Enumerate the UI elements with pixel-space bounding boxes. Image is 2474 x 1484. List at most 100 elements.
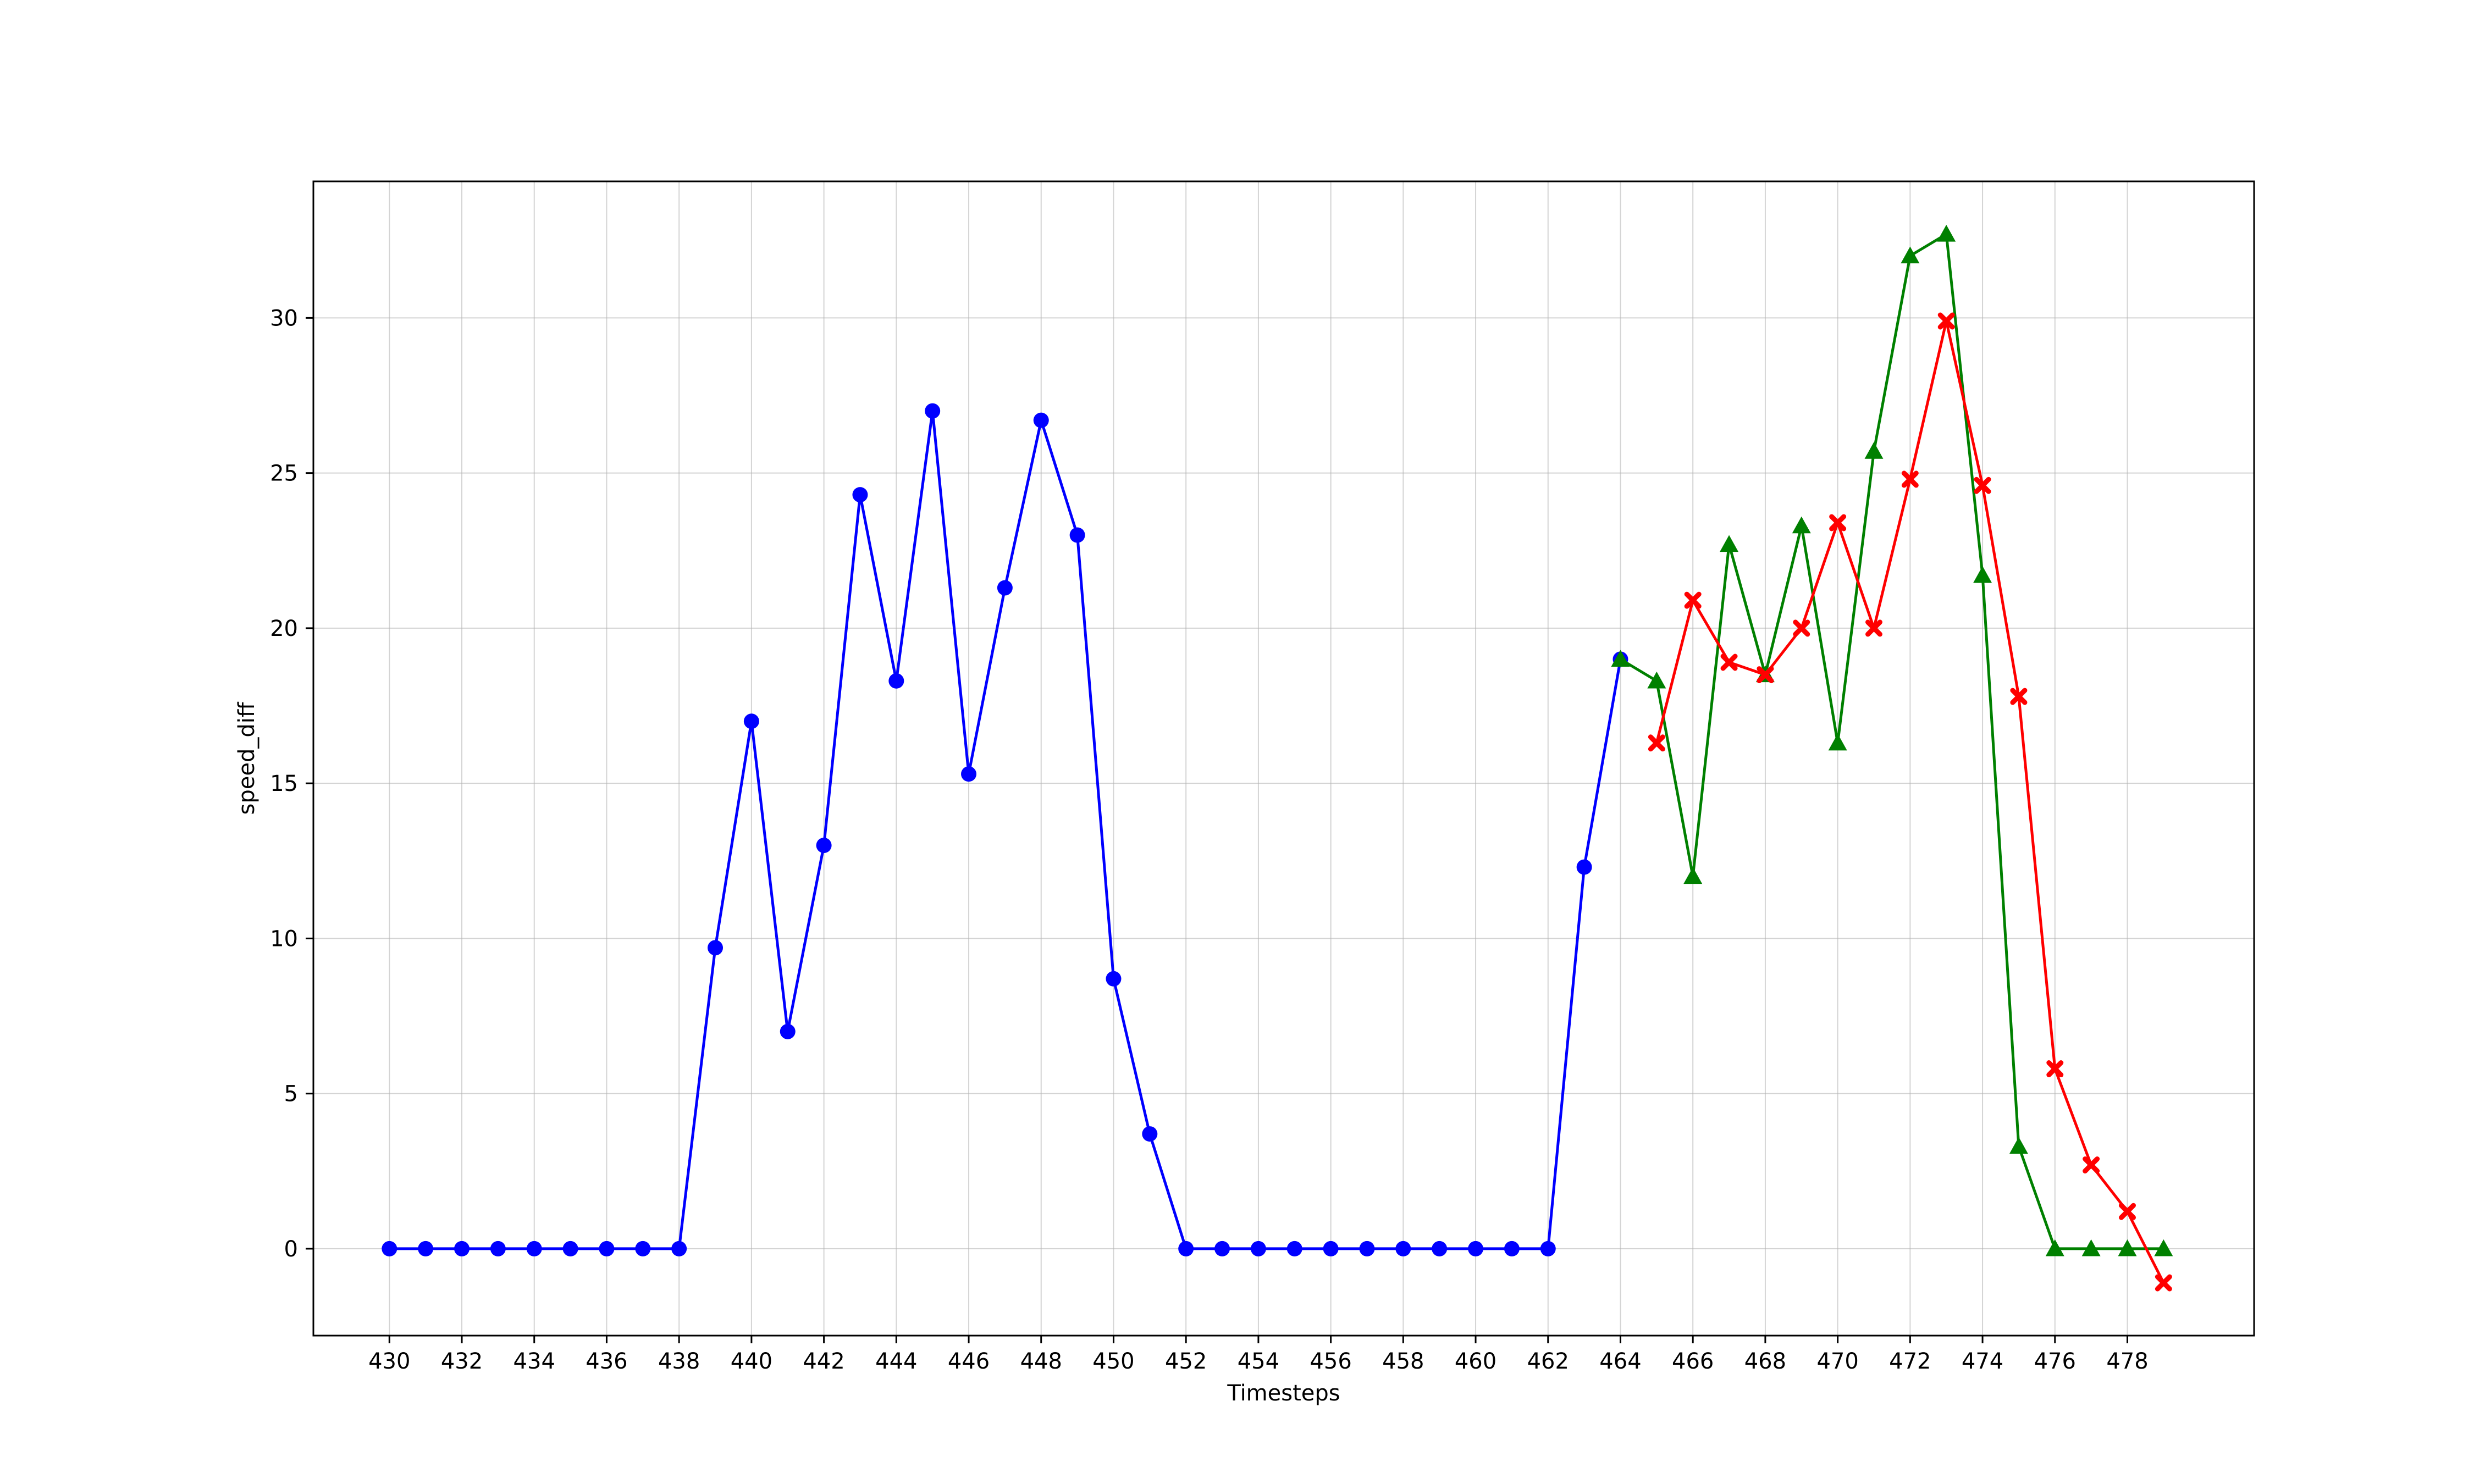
- data-point: [743, 713, 759, 729]
- data-point: [2009, 1137, 2028, 1154]
- series-1: [1611, 224, 2173, 1256]
- data-point: [1792, 516, 1811, 534]
- data-point: [1865, 619, 1882, 637]
- y-tick-label: 5: [284, 1082, 298, 1107]
- data-point: [490, 1241, 506, 1256]
- data-point: [1359, 1241, 1375, 1256]
- data-point: [1033, 412, 1049, 428]
- data-point: [997, 580, 1013, 596]
- y-tick-label: 0: [284, 1237, 298, 1262]
- x-tick-label: 456: [1310, 1349, 1351, 1374]
- data-point: [1648, 734, 1665, 752]
- data-point: [2155, 1274, 2172, 1292]
- x-tick-label: 438: [658, 1349, 700, 1374]
- data-point: [2010, 688, 2028, 705]
- data-point: [1937, 224, 1956, 242]
- y-tick-label: 25: [270, 461, 298, 486]
- x-tick-label: 460: [1455, 1349, 1496, 1374]
- y-tick-label: 30: [270, 306, 298, 331]
- data-point: [454, 1241, 470, 1256]
- data-point: [888, 673, 904, 689]
- plot-background: [313, 181, 2254, 1336]
- data-point: [925, 403, 941, 419]
- x-axis-ticks: 430 432 434 436 438 440 442 444 446 448 450 452 454 4…: [368, 1336, 2149, 1374]
- x-tick-label: 452: [1165, 1349, 1207, 1374]
- data-point: [1937, 312, 1955, 330]
- data-point: [708, 940, 724, 956]
- x-axis-label: Timesteps: [1227, 1381, 1340, 1406]
- data-point: [852, 487, 868, 503]
- data-point: [635, 1241, 651, 1256]
- data-point: [1683, 867, 1703, 884]
- data-point: [562, 1241, 578, 1256]
- data-point: [599, 1241, 615, 1256]
- x-tick-label: 448: [1020, 1349, 1062, 1374]
- x-tick-label: 430: [368, 1349, 410, 1374]
- data-point: [1901, 470, 1919, 488]
- data-point: [1611, 650, 1630, 667]
- x-tick-label: 474: [1962, 1349, 2003, 1374]
- data-point: [1647, 671, 1666, 689]
- data-point: [671, 1241, 687, 1256]
- y-tick-label: 20: [270, 616, 298, 641]
- data-point: [1720, 535, 1739, 552]
- series-2: [1648, 312, 2172, 1292]
- x-tick-label: 432: [441, 1349, 483, 1374]
- x-tick-label: 468: [1744, 1349, 1786, 1374]
- data-point: [1323, 1241, 1339, 1256]
- data-point: [2118, 1239, 2137, 1256]
- x-tick-label: 442: [803, 1349, 844, 1374]
- series-layer: [382, 224, 2173, 1292]
- data-point: [1468, 1241, 1484, 1256]
- data-point: [2118, 1203, 2136, 1220]
- data-point: [1142, 1126, 1158, 1142]
- data-point: [2154, 1239, 2173, 1256]
- x-tick-label: 434: [513, 1349, 555, 1374]
- x-tick-label: 458: [1382, 1349, 1424, 1374]
- data-point: [1973, 566, 1992, 583]
- y-tick-label: 10: [270, 926, 298, 951]
- x-tick-label: 462: [1527, 1349, 1569, 1374]
- data-point: [1793, 619, 1810, 637]
- data-point: [2083, 1156, 2100, 1174]
- x-tick-label: 446: [948, 1349, 990, 1374]
- plot-frame: [312, 180, 2255, 1337]
- x-tick-label: 478: [2106, 1349, 2148, 1374]
- data-point: [1864, 442, 1884, 459]
- data-point: [1504, 1241, 1520, 1256]
- data-point: [1720, 654, 1738, 671]
- data-point: [382, 1241, 397, 1256]
- y-tick-label: 15: [270, 771, 298, 796]
- series-0: [382, 403, 1628, 1256]
- x-tick-label: 454: [1238, 1349, 1279, 1374]
- data-point: [780, 1023, 796, 1039]
- data-point: [526, 1241, 542, 1256]
- data-point: [1684, 591, 1702, 609]
- data-point: [2045, 1239, 2064, 1256]
- x-tick-label: 466: [1672, 1349, 1714, 1374]
- data-point: [1974, 477, 1991, 494]
- x-tick-label: 436: [586, 1349, 627, 1374]
- series-line: [1620, 232, 2164, 1250]
- data-point: [418, 1241, 434, 1256]
- data-point: [1540, 1241, 1556, 1256]
- data-point: [2081, 1239, 2101, 1256]
- data-point: [1286, 1241, 1302, 1256]
- x-tick-label: 470: [1816, 1349, 1858, 1374]
- data-point: [1250, 1241, 1266, 1256]
- x-tick-label: 476: [2034, 1349, 2076, 1374]
- y-axis-label: speed_diff: [234, 701, 259, 815]
- data-point: [1757, 666, 1774, 684]
- x-tick-label: 444: [875, 1349, 917, 1374]
- x-tick-label: 440: [731, 1349, 772, 1374]
- grid-lines: [313, 181, 2254, 1336]
- y-axis-ticks: 0 5 10 15 20 25 30: [270, 306, 313, 1262]
- x-tick-label: 464: [1599, 1349, 1641, 1374]
- x-tick-label: 472: [1889, 1349, 1931, 1374]
- data-point: [1106, 971, 1122, 987]
- data-point: [1828, 733, 1847, 751]
- data-point: [1432, 1241, 1448, 1256]
- data-point: [1395, 1241, 1411, 1256]
- data-point: [961, 766, 977, 782]
